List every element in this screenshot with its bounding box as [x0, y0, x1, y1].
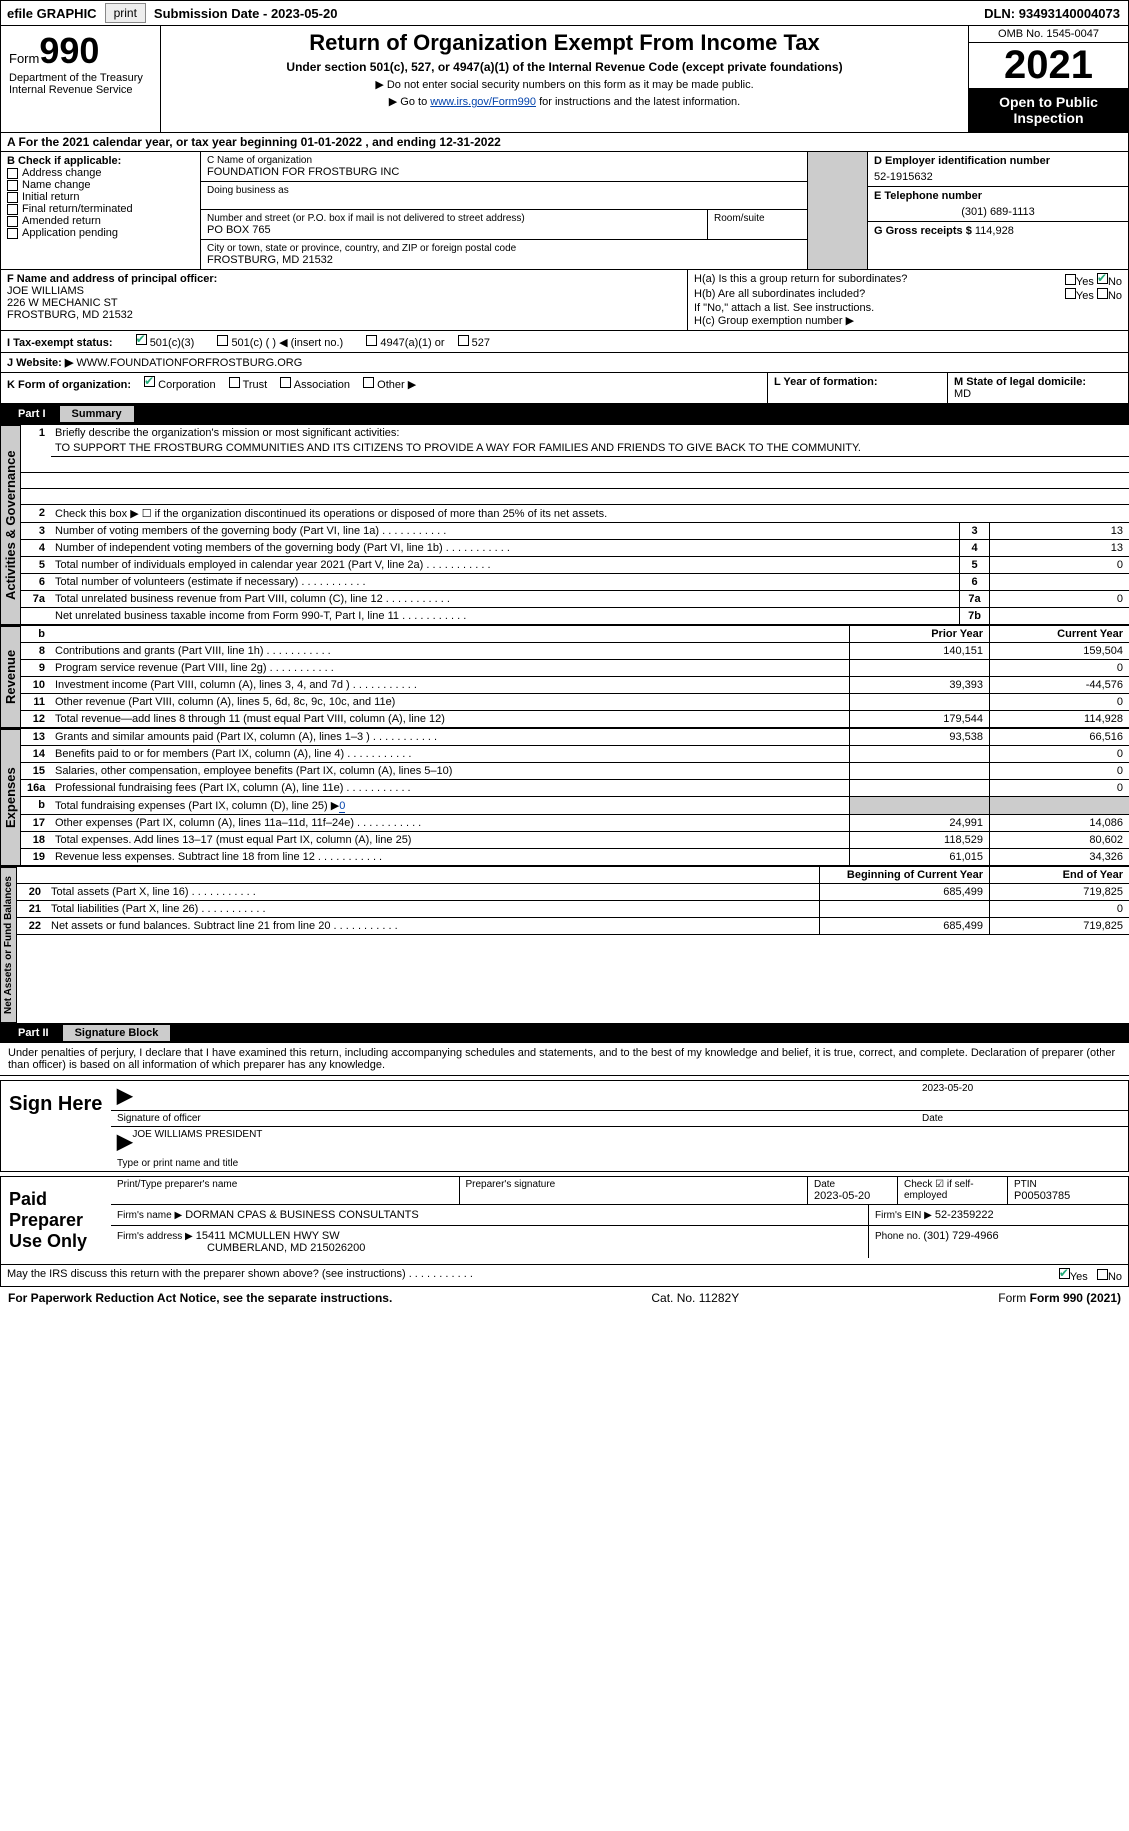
cb-final-return[interactable]: [7, 204, 18, 215]
8cy: 159,504: [989, 643, 1129, 659]
form-number: Form990: [9, 30, 152, 72]
activities-section: Activities & Governance 1Briefly describ…: [0, 424, 1129, 625]
section-b: B Check if applicable: Address change Na…: [1, 152, 201, 269]
goto-note: ▶ Go to www.irs.gov/Form990 for instruct…: [171, 95, 958, 108]
firm-ein: 52-2359222: [935, 1209, 994, 1221]
website: WWW.FOUNDATIONFORFROSTBURG.ORG: [76, 357, 302, 369]
arrow-icon: ▶: [117, 1129, 132, 1154]
org-name: FOUNDATION FOR FROSTBURG INC: [207, 166, 801, 178]
tab-expenses: Expenses: [0, 729, 21, 866]
cb-name-change[interactable]: [7, 180, 18, 191]
mission-text: TO SUPPORT THE FROSTBURG COMMUNITIES AND…: [51, 441, 1129, 457]
revenue-section: Revenue bPrior YearCurrent Year 8Contrib…: [0, 625, 1129, 728]
cb-ha-yes[interactable]: [1065, 274, 1076, 285]
line3-val: 13: [989, 523, 1129, 539]
ptin: P00503785: [1014, 1190, 1122, 1202]
line7a-val: 0: [989, 591, 1129, 607]
print-button[interactable]: print: [105, 3, 146, 23]
section-deg: D Employer identification number52-19156…: [868, 152, 1128, 269]
cb-assoc[interactable]: [280, 377, 291, 388]
line5-val: 0: [989, 557, 1129, 573]
tax-period: A For the 2021 calendar year, or tax yea…: [0, 133, 1129, 152]
section-h: H(a) Is this a group return for subordin…: [688, 270, 1128, 330]
firm-phone: (301) 729-4966: [923, 1230, 998, 1242]
spacer: [808, 152, 868, 269]
cb-amended-return[interactable]: [7, 216, 18, 227]
cb-initial-return[interactable]: [7, 192, 18, 203]
section-j: J Website: ▶ WWW.FOUNDATIONFORFROSTBURG.…: [0, 353, 1129, 373]
cb-hb-yes[interactable]: [1065, 288, 1076, 299]
cb-trust[interactable]: [229, 377, 240, 388]
section-bcdeg: B Check if applicable: Address change Na…: [0, 152, 1129, 270]
dln: DLN: 93493140004073: [984, 6, 1128, 21]
expenses-section: Expenses 13Grants and similar amounts pa…: [0, 728, 1129, 866]
sign-block: Sign Here ▶2023-05-20 Signature of offic…: [0, 1080, 1129, 1172]
form-title: Return of Organization Exempt From Incom…: [171, 30, 958, 56]
arrow-icon: ▶: [117, 1083, 132, 1108]
section-f: F Name and address of principal officer:…: [1, 270, 688, 330]
section-c: C Name of organization FOUNDATION FOR FR…: [201, 152, 808, 269]
cb-501c[interactable]: [217, 335, 228, 346]
section-i: I Tax-exempt status: 501(c)(3) 501(c) ( …: [0, 331, 1129, 353]
section-fh: F Name and address of principal officer:…: [0, 270, 1129, 331]
preparer-block: Paid Preparer Use Only Print/Type prepar…: [0, 1176, 1129, 1265]
tax-year: 2021: [969, 43, 1128, 88]
preparer-label: Paid Preparer Use Only: [1, 1177, 111, 1264]
street: PO BOX 765: [207, 224, 701, 236]
discuss-row: May the IRS discuss this return with the…: [0, 1265, 1129, 1287]
efile-label: efile GRAPHIC: [1, 6, 103, 21]
form-header: Form990 Department of the Treasury Inter…: [0, 26, 1129, 133]
part1-header: Part ISummary: [0, 404, 1129, 424]
gross-receipts: 114,928: [975, 225, 1014, 237]
top-bar: efile GRAPHIC print Submission Date - 20…: [0, 0, 1129, 26]
cb-hb-no[interactable]: [1097, 288, 1108, 299]
ein: 52-1915632: [874, 167, 1122, 183]
cb-app-pending[interactable]: [7, 228, 18, 239]
submission-label: Submission Date - 2023-05-20: [148, 6, 344, 21]
tab-netassets: Net Assets or Fund Balances: [0, 867, 17, 1023]
officer-sig-name: JOE WILLIAMS PRESIDENT: [132, 1129, 262, 1154]
part2-header: Part IISignature Block: [0, 1023, 1129, 1043]
cb-discuss-yes[interactable]: [1059, 1268, 1070, 1279]
firm-name: DORMAN CPAS & BUSINESS CONSULTANTS: [185, 1209, 418, 1221]
cb-corp[interactable]: [144, 376, 155, 387]
cb-4947[interactable]: [366, 335, 377, 346]
city: FROSTBURG, MD 21532: [207, 254, 801, 266]
line6-val: [989, 574, 1129, 590]
cb-other[interactable]: [363, 377, 374, 388]
cb-discuss-no[interactable]: [1097, 1269, 1108, 1280]
tab-activities: Activities & Governance: [0, 425, 21, 625]
department: Department of the Treasury Internal Reve…: [9, 72, 152, 96]
cb-527[interactable]: [458, 335, 469, 346]
sign-here-label: Sign Here: [1, 1081, 111, 1171]
8py: 140,151: [849, 643, 989, 659]
open-inspection: Open to Public Inspection: [969, 88, 1128, 132]
phone: (301) 689-1113: [874, 202, 1122, 218]
omb-number: OMB No. 1545-0047: [969, 26, 1128, 43]
page-footer: For Paperwork Reduction Act Notice, see …: [0, 1287, 1129, 1309]
line4-val: 13: [989, 540, 1129, 556]
tab-revenue: Revenue: [0, 626, 21, 728]
cb-ha-no[interactable]: [1097, 273, 1108, 284]
officer-name: JOE WILLIAMS: [7, 285, 681, 297]
ssn-note: ▶ Do not enter social security numbers o…: [171, 78, 958, 91]
line7b-val: [989, 608, 1129, 624]
form-subtitle: Under section 501(c), 527, or 4947(a)(1)…: [171, 60, 958, 74]
cb-address-change[interactable]: [7, 168, 18, 179]
cb-501c3[interactable]: [136, 334, 147, 345]
section-klm: K Form of organization: Corporation Trus…: [0, 373, 1129, 404]
irs-link[interactable]: www.irs.gov/Form990: [430, 96, 536, 108]
penalty-text: Under penalties of perjury, I declare th…: [0, 1043, 1129, 1076]
netassets-section: Net Assets or Fund Balances Beginning of…: [0, 866, 1129, 1023]
